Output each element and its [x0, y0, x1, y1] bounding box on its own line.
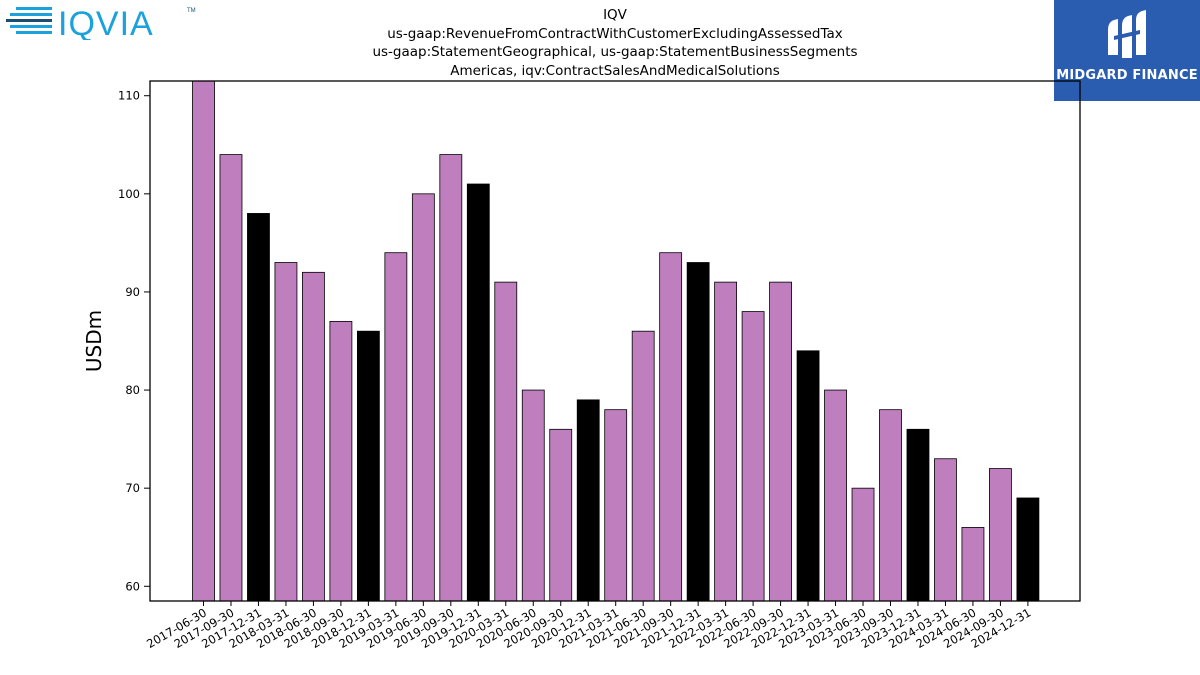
y-tick-label-110: 110 — [118, 89, 140, 103]
bar-2018-09-30 — [329, 320, 353, 602]
bar-2019-09-30 — [439, 154, 463, 602]
bar-2017-12-31 — [247, 213, 270, 602]
y-tick-label-90: 90 — [125, 285, 140, 299]
bar-2022-12-31 — [796, 350, 820, 602]
bar-2024-09-30 — [989, 468, 1012, 602]
bar-2022-09-30 — [769, 281, 792, 602]
bar-2023-12-31 — [906, 428, 930, 602]
bar-2018-12-31 — [356, 330, 380, 602]
bar-2019-06-30 — [411, 193, 435, 602]
y-tick-label-60: 60 — [125, 579, 140, 593]
bar-2024-06-30 — [961, 527, 985, 602]
plot-frame — [149, 80, 1081, 602]
bar-2023-06-30 — [851, 487, 875, 602]
bar-2021-12-31 — [686, 262, 710, 602]
chart-title-block: IQV us-gaap:RevenueFromContractWithCusto… — [315, 6, 915, 80]
bar-2019-12-31 — [466, 183, 490, 602]
bar-2020-12-31 — [576, 399, 600, 602]
bar-2021-09-30 — [659, 252, 683, 602]
title-line-axes: us-gaap:StatementGeographical, us-gaap:S… — [372, 44, 858, 60]
title-line-concept: us-gaap:RevenueFromContractWithCustomerE… — [387, 25, 843, 42]
bars-group — [192, 80, 1040, 602]
bar-2020-06-30 — [521, 389, 545, 602]
y-tick-label-70: 70 — [125, 481, 140, 495]
iqvia-logo-text: IQVIA — [58, 5, 154, 40]
bar-2017-09-30 — [219, 154, 243, 602]
bar-2024-12-31 — [1016, 497, 1040, 602]
title-line-members: Americas, iqv:ContractSalesAndMedicalSol… — [450, 62, 780, 79]
y-axis: 60 70 80 90 100 110 — [118, 89, 150, 593]
y-tick-label-80: 80 — [125, 383, 140, 397]
y-axis-title: USDm — [82, 310, 106, 372]
bar-2022-03-31 — [714, 281, 738, 602]
bar-2023-03-31 — [824, 389, 847, 602]
bar-2018-03-31 — [274, 262, 298, 602]
bar-2020-03-31 — [494, 281, 518, 602]
bar-2021-03-31 — [604, 409, 628, 602]
midgard-logo-text: MIDGARD FINANCE — [1056, 68, 1198, 83]
bar-2023-09-30 — [879, 409, 902, 602]
midgard-emblem-icon — [1108, 10, 1146, 58]
iqvia-logo-tm: TM — [187, 8, 196, 14]
bar-2024-03-31 — [934, 458, 957, 602]
bar-2019-03-31 — [384, 252, 408, 602]
bar-2022-06-30 — [741, 311, 765, 602]
bar-2018-06-30 — [302, 271, 325, 602]
x-axis: 2017-06-302017-09-302017-12-312018-03-31… — [144, 601, 1033, 651]
bar-2020-09-30 — [549, 428, 573, 602]
bar-2021-06-30 — [631, 330, 655, 602]
y-tick-label-100: 100 — [118, 187, 140, 201]
iqvia-lines-icon — [6, 7, 52, 34]
iqvia-logo: IQVIA TM — [4, 4, 200, 43]
title-line-ticker: IQV — [603, 7, 627, 23]
bar-2017-06-30 — [192, 80, 215, 602]
midgard-finance-logo: MIDGARD FINANCE — [1054, 0, 1200, 101]
